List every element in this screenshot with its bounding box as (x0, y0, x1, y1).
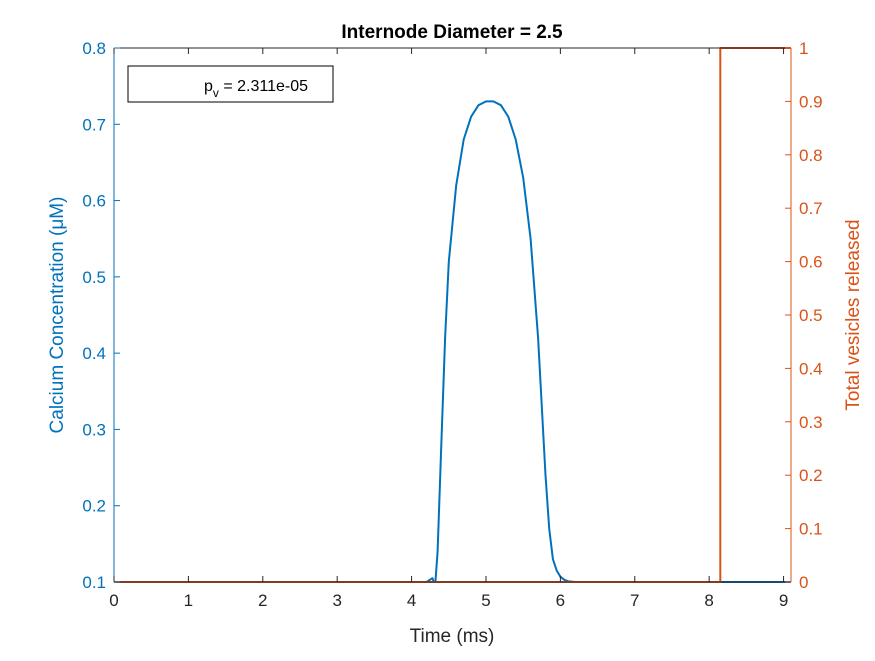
plot-area (113, 47, 792, 583)
x-tick-label: 8 (704, 591, 713, 610)
right-y-axis: 0 0.1 0.2 0.3 0.4 0.5 0.6 0.7 0.8 0.9 1 (785, 39, 823, 592)
annotation-symbol: p (204, 78, 213, 95)
y-left-tick-label: 0.2 (82, 497, 106, 516)
x-tick-label: 4 (407, 591, 416, 610)
annotation-box: pv = 2.311e-05 (127, 65, 334, 103)
y-right-tick-label: 0 (799, 573, 808, 592)
y-right-tick-label: 0.8 (799, 146, 823, 165)
annotation-value: = 2.311e-05 (219, 78, 308, 95)
y-right-tick-label: 0.7 (799, 199, 823, 218)
left-y-axis: 0.1 0.2 0.3 0.4 0.5 0.6 0.7 0.8 (82, 39, 120, 592)
x-tick-label: 0 (109, 591, 118, 610)
y-right-tick-label: 0.1 (799, 520, 823, 539)
y-right-tick-label: 0.3 (799, 413, 823, 432)
y-right-tick-label: 0.9 (799, 92, 823, 111)
y-left-tick-label: 0.1 (82, 573, 106, 592)
chart-title: Internode Diameter = 2.5 (341, 22, 563, 43)
annotation-subscript: v (213, 86, 219, 100)
right-y-axis-label: Total vesicles released (843, 219, 864, 410)
x-tick-label: 2 (258, 591, 267, 610)
y-right-tick-label: 1 (799, 39, 808, 58)
y-left-tick-label: 0.3 (82, 420, 106, 439)
y-right-tick-label: 0.4 (799, 359, 823, 378)
calcium-concentration-line (114, 100, 791, 583)
plot-background (114, 48, 791, 582)
left-y-axis-label: Calcium Concentration (μM) (47, 197, 68, 434)
y-right-tick-label: 0.5 (799, 306, 823, 325)
annotation-frame (127, 65, 334, 103)
x-tick-label: 1 (184, 591, 193, 610)
y-left-tick-label: 0.5 (82, 268, 106, 287)
x-tick-label: 7 (630, 591, 639, 610)
left-axis-series (114, 100, 791, 583)
x-tick-label: 5 (481, 591, 490, 610)
y-left-tick-label: 0.4 (82, 344, 106, 363)
y-left-tick-label: 0.8 (82, 39, 106, 58)
y-left-tick-label: 0.7 (82, 115, 106, 134)
x-axis: 0 1 2 3 4 5 6 7 8 9 (109, 48, 788, 610)
x-tick-label: 6 (556, 591, 565, 610)
x-axis-label: Time (ms) (410, 626, 495, 647)
x-tick-label: 3 (332, 591, 341, 610)
y-left-tick-label: 0.6 (82, 192, 106, 211)
annotation-text: pv = 2.311e-05 (204, 78, 308, 100)
y-right-tick-label: 0.2 (799, 466, 823, 485)
x-tick-label: 9 (779, 591, 788, 610)
y-right-tick-label: 0.6 (799, 253, 823, 272)
